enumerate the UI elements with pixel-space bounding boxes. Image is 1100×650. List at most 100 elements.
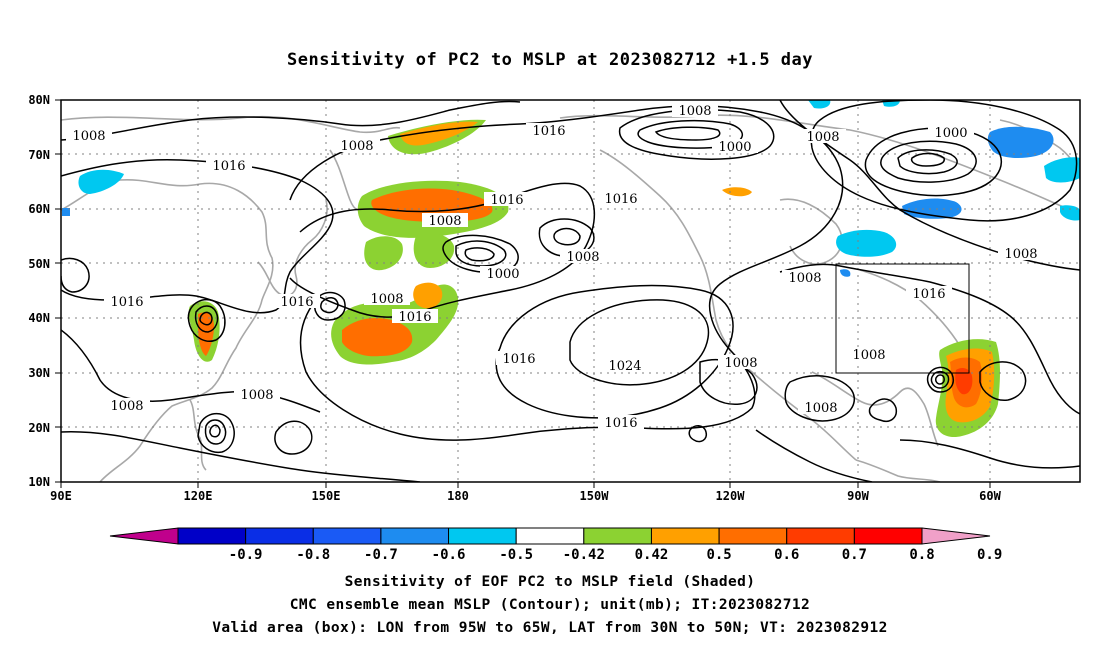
axis-ticks: [55, 99, 991, 488]
colorbar-swatch: [853, 527, 923, 545]
contour-1008-w-asia: [61, 257, 90, 293]
contour-1008-mexico: [868, 398, 898, 422]
colorbar-swatch: [177, 527, 247, 545]
colorbar-tick-label: 0.6: [774, 547, 799, 563]
colorbar-swatch: [312, 527, 382, 545]
contour-1000-greenland-d: [910, 152, 945, 167]
shade-cyan-arctic: [808, 100, 831, 109]
contour-label: 1008: [104, 398, 150, 414]
contour-label: 1008: [846, 347, 892, 363]
contour-label: 1008: [718, 355, 764, 371]
contour-1016-pac-east: [755, 429, 873, 482]
contour-labels: 1008 1016 1008 1016 1008 1000 1008 1000 …: [66, 104, 1044, 431]
lat-label: 20N: [28, 421, 50, 435]
contour-label: 1016: [206, 158, 252, 174]
lat-label: 40N: [28, 311, 50, 325]
contour-label: 1016: [526, 123, 572, 139]
contour-1016-high-outer: [495, 284, 734, 419]
shade-canada-orange: [722, 187, 752, 197]
lon-label: 120E: [184, 489, 213, 503]
contour-label: 1008: [422, 213, 468, 229]
svg-text:1008: 1008: [72, 129, 105, 144]
colorbar-tick-label: 0.8: [909, 547, 934, 563]
coastline-asia: [61, 178, 274, 482]
contour-label: 1016: [104, 294, 150, 310]
contour-1008-small-aleutian: [538, 218, 595, 257]
shade-cyan-canada-c: [840, 269, 851, 277]
lon-label: 150E: [312, 489, 341, 503]
contour-label: 1016: [392, 309, 438, 325]
map-frame: [60, 99, 1081, 483]
contour-china-low-a: [187, 298, 226, 342]
svg-text:1000: 1000: [934, 126, 967, 141]
shade-pacific-green-a: [364, 236, 403, 271]
lat-label: 10N: [28, 475, 50, 489]
contour-label: 1008: [66, 128, 112, 144]
shade-pacific-green-b: [413, 233, 455, 268]
contour-label: 1008: [334, 138, 380, 154]
contour-1016-pacific-big: [289, 105, 844, 441]
svg-text:1016: 1016: [502, 352, 535, 367]
contour-hurricane-a: [926, 366, 954, 393]
svg-text:1008: 1008: [1004, 247, 1037, 262]
contour-label: 1008: [782, 270, 828, 286]
shade-cyan-nw: [62, 208, 70, 216]
coastline-canada-north: [559, 114, 1080, 215]
svg-text:1000: 1000: [718, 140, 751, 155]
contour-label: 1016: [906, 286, 952, 302]
coastline-korea-japan: [257, 199, 328, 297]
lon-label: 180: [447, 489, 469, 503]
contour-label: 1024: [602, 358, 648, 374]
svg-text:1008: 1008: [724, 356, 757, 371]
colorbar-tick-label: -0.9: [229, 547, 263, 563]
svg-text:1016: 1016: [532, 124, 565, 139]
lon-label: 90W: [847, 489, 869, 503]
colorbar-tick-label: -0.6: [432, 547, 466, 563]
caption-line-3: Valid area (box): LON from 95W to 65W, L…: [212, 620, 888, 636]
colorbar-tick-label: 0.5: [706, 547, 731, 563]
svg-text:1016: 1016: [604, 416, 637, 431]
contour-label: 1000: [480, 266, 526, 282]
contour-1008-aleutian: [289, 182, 596, 318]
contour-atlantic-low: [979, 361, 1027, 401]
contour-1016-asia-low-b: [320, 297, 339, 314]
svg-text:1008: 1008: [566, 250, 599, 265]
colorbar-swatch: [650, 527, 720, 545]
contour-1008-small-aleutian-b: [553, 227, 581, 246]
contour-hurricane-b: [930, 370, 950, 389]
colorbar-tick-label: -0.42: [563, 547, 605, 563]
svg-text:1016: 1016: [398, 310, 431, 325]
svg-text:1008: 1008: [340, 139, 373, 154]
colorbar-tick-label: 0.7: [842, 547, 867, 563]
contour-scs-low-b: [204, 419, 227, 445]
colorbar-tick-label: -0.5: [499, 547, 533, 563]
svg-text:1024: 1024: [608, 359, 641, 374]
shade-cyan-greenland: [987, 126, 1054, 158]
contour-1000-greenland-b: [880, 140, 977, 183]
contour-1008-north: [61, 100, 521, 141]
svg-text:1008: 1008: [370, 292, 403, 307]
svg-text:1008: 1008: [788, 271, 821, 286]
contour-1008-gulf: [784, 375, 855, 422]
latitude-labels: 80N 70N 60N 50N 40N 30N 20N 10N: [28, 93, 50, 489]
contour-china-low-c: [199, 311, 213, 326]
contour-label: 1008: [560, 249, 606, 265]
contour-label: 1008: [998, 246, 1044, 262]
contour-hurricane-c: [935, 374, 945, 385]
contour-1016-asia: [61, 158, 334, 314]
contour-1000-aleutian-b: [455, 240, 507, 267]
svg-text:1008: 1008: [428, 214, 461, 229]
contour-1016-atl-south: [899, 439, 1080, 469]
colorbar-swatch: [515, 527, 585, 545]
coastline-central-america: [855, 459, 941, 482]
contour-scs-low-a: [197, 412, 235, 454]
contour-label: 1016: [274, 294, 320, 310]
contour-1024-high: [569, 299, 710, 386]
contour-label: 1016: [598, 191, 644, 207]
graticule: [61, 100, 1080, 482]
shade-midpac-orange-b: [413, 282, 443, 309]
longitude-labels: 90E 120E 150E 180 150W 120W 90W 60W: [50, 489, 1001, 503]
lon-label: 120W: [716, 489, 746, 503]
shade-cyan-greenland-b: [1044, 157, 1080, 183]
